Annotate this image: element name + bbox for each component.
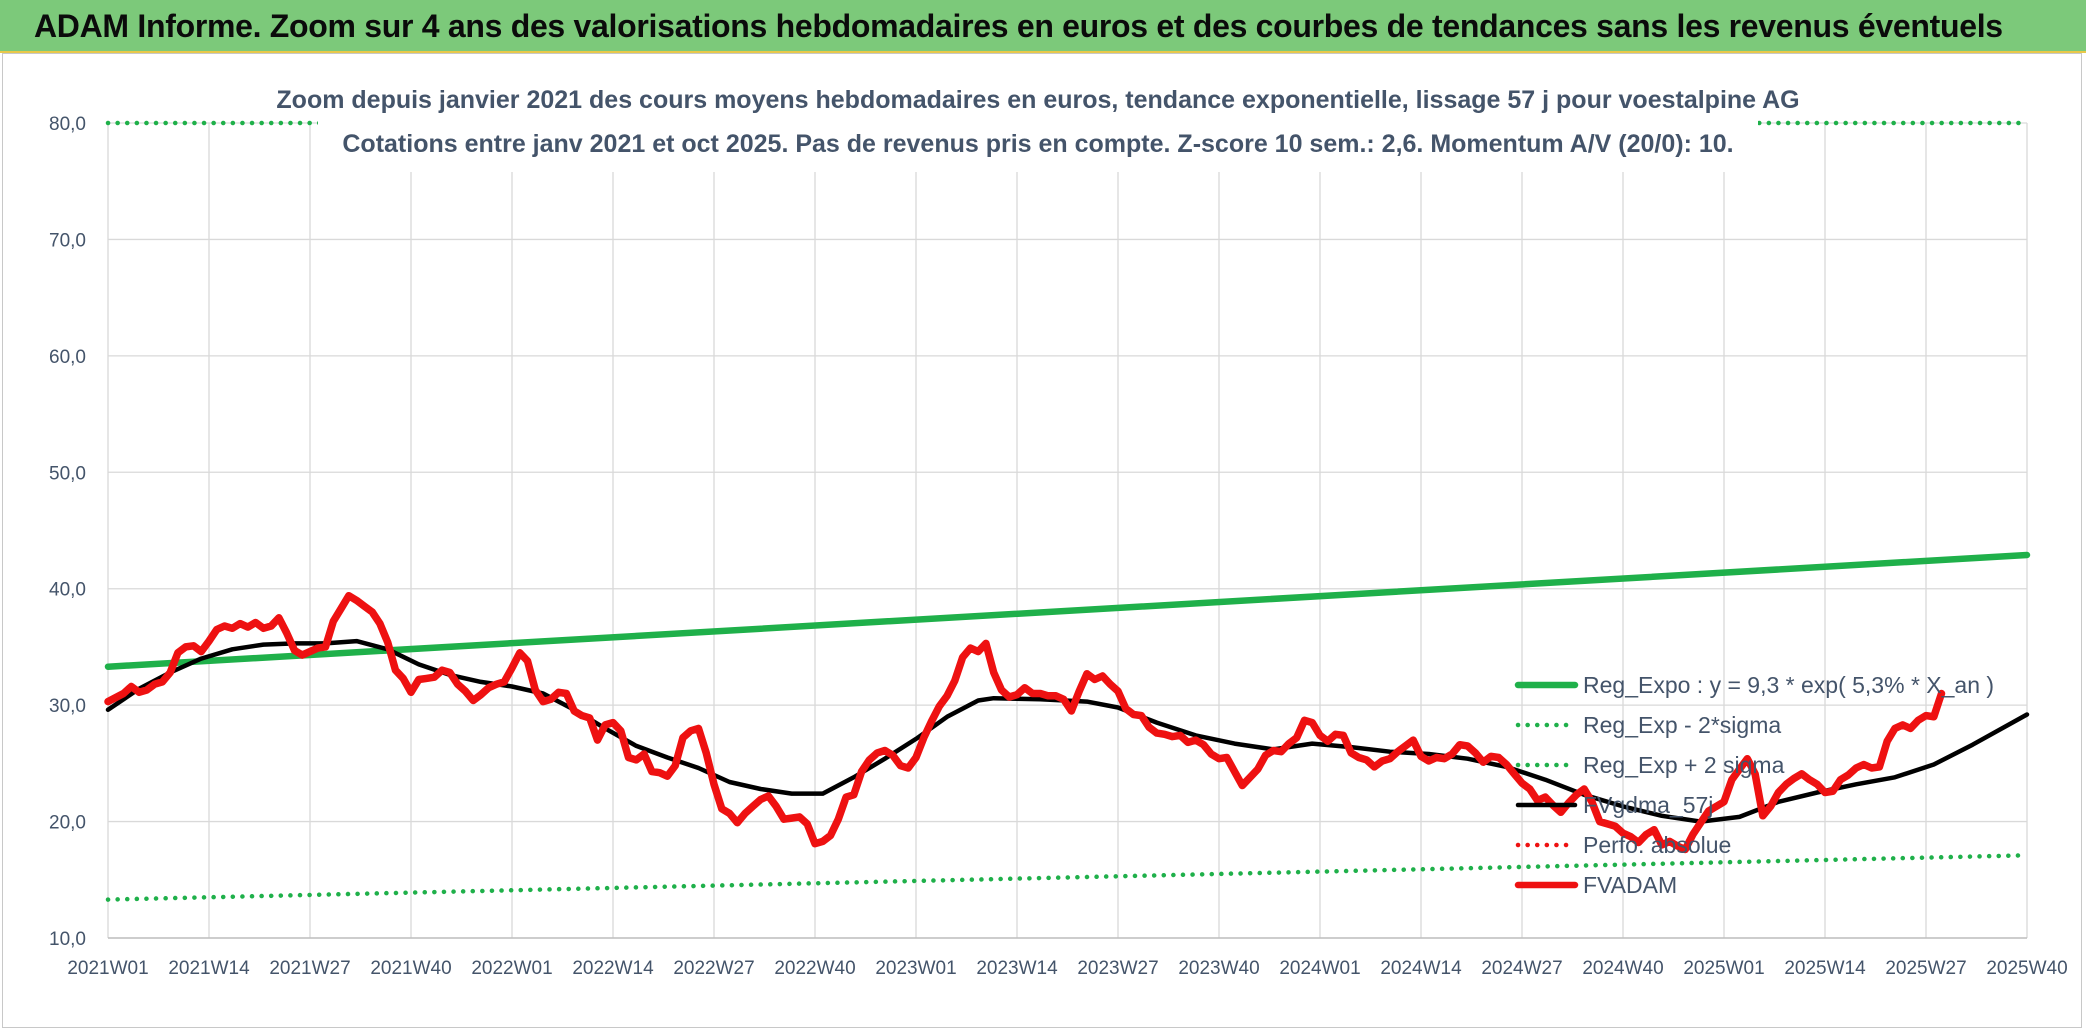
series-line-reg-expo-y-9-3-exp-5-3-x-an — [104, 551, 2031, 670]
x-tick-label: 2024W40 — [1582, 958, 1663, 979]
y-tick-label: 40,0 — [49, 580, 86, 601]
series-line-fvadam — [104, 591, 1946, 854]
x-tick-label: 2025W27 — [1885, 958, 1966, 979]
chart-title-line-2: Cotations entre janv 2021 et oct 2025. P… — [342, 130, 1733, 158]
chart-area-border — [2, 53, 2082, 1028]
y-tick-label: 70,0 — [49, 230, 86, 251]
x-tick-label: 2024W01 — [1279, 958, 1360, 979]
chart-title-line-1: Zoom depuis janvier 2021 des cours moyen… — [276, 86, 1799, 114]
report-title: ADAM Informe. Zoom sur 4 ans des valoris… — [34, 8, 2003, 44]
x-tick-label: 2023W14 — [976, 958, 1058, 979]
series-line-reg-exp-2-sigma — [105, 853, 2030, 902]
x-tick-label: 2022W27 — [673, 958, 754, 979]
x-tick-label: 2023W40 — [1178, 958, 1259, 979]
y-tick-label: 60,0 — [49, 347, 86, 368]
x-tick-label: 2021W01 — [67, 958, 148, 979]
x-tick-label: 2025W40 — [1986, 958, 2067, 979]
x-tick-label: 2021W14 — [168, 958, 250, 979]
y-tick-label: 50,0 — [49, 463, 86, 484]
legend-label: Reg_Expo : y = 9,3 * exp( 5,3% * X_an ) — [1583, 672, 1994, 698]
legend-label: Perfo. absolue — [1583, 832, 1731, 858]
chart-axes: 10,0 20,0 30,0 40,0 50,0 60,0 70,0 80,0 2021W01 2… — [49, 114, 2068, 979]
x-tick-label: 2025W01 — [1683, 958, 1764, 979]
x-tick-label: 2024W14 — [1380, 958, 1462, 979]
y-tick-label: 10,0 — [49, 929, 86, 950]
x-tick-label: 2021W27 — [269, 958, 350, 979]
x-tick-label: 2022W14 — [572, 958, 654, 979]
x-tick-label: 2023W01 — [875, 958, 956, 979]
chart-legend: Reg_Expo : y = 9,3 * exp( 5,3% * X_an ) R… — [1514, 672, 1994, 898]
x-tick-label: 2025W14 — [1784, 958, 1866, 979]
x-tick-label: 2022W01 — [471, 958, 552, 979]
y-tick-label: 80,0 — [49, 114, 86, 135]
y-tick-label: 30,0 — [49, 696, 86, 717]
title-backdrop — [318, 80, 1758, 172]
legend-label: FVgdma_57j — [1583, 792, 1713, 818]
legend-label: FVADAM — [1583, 872, 1677, 898]
x-tick-label: 2024W27 — [1481, 958, 1562, 979]
x-tick-label: 2022W40 — [774, 958, 855, 979]
x-tick-label: 2023W27 — [1077, 958, 1158, 979]
y-tick-label: 20,0 — [49, 813, 86, 834]
legend-label: Reg_Exp - 2*sigma — [1583, 712, 1781, 738]
chart-titles: Zoom depuis janvier 2021 des cours moyen… — [276, 80, 1800, 172]
x-tick-label: 2021W40 — [370, 958, 451, 979]
legend-label: Reg_Exp + 2 sigma — [1583, 752, 1785, 778]
report-banner: ADAM Informe. Zoom sur 4 ans des valoris… — [0, 0, 2086, 53]
